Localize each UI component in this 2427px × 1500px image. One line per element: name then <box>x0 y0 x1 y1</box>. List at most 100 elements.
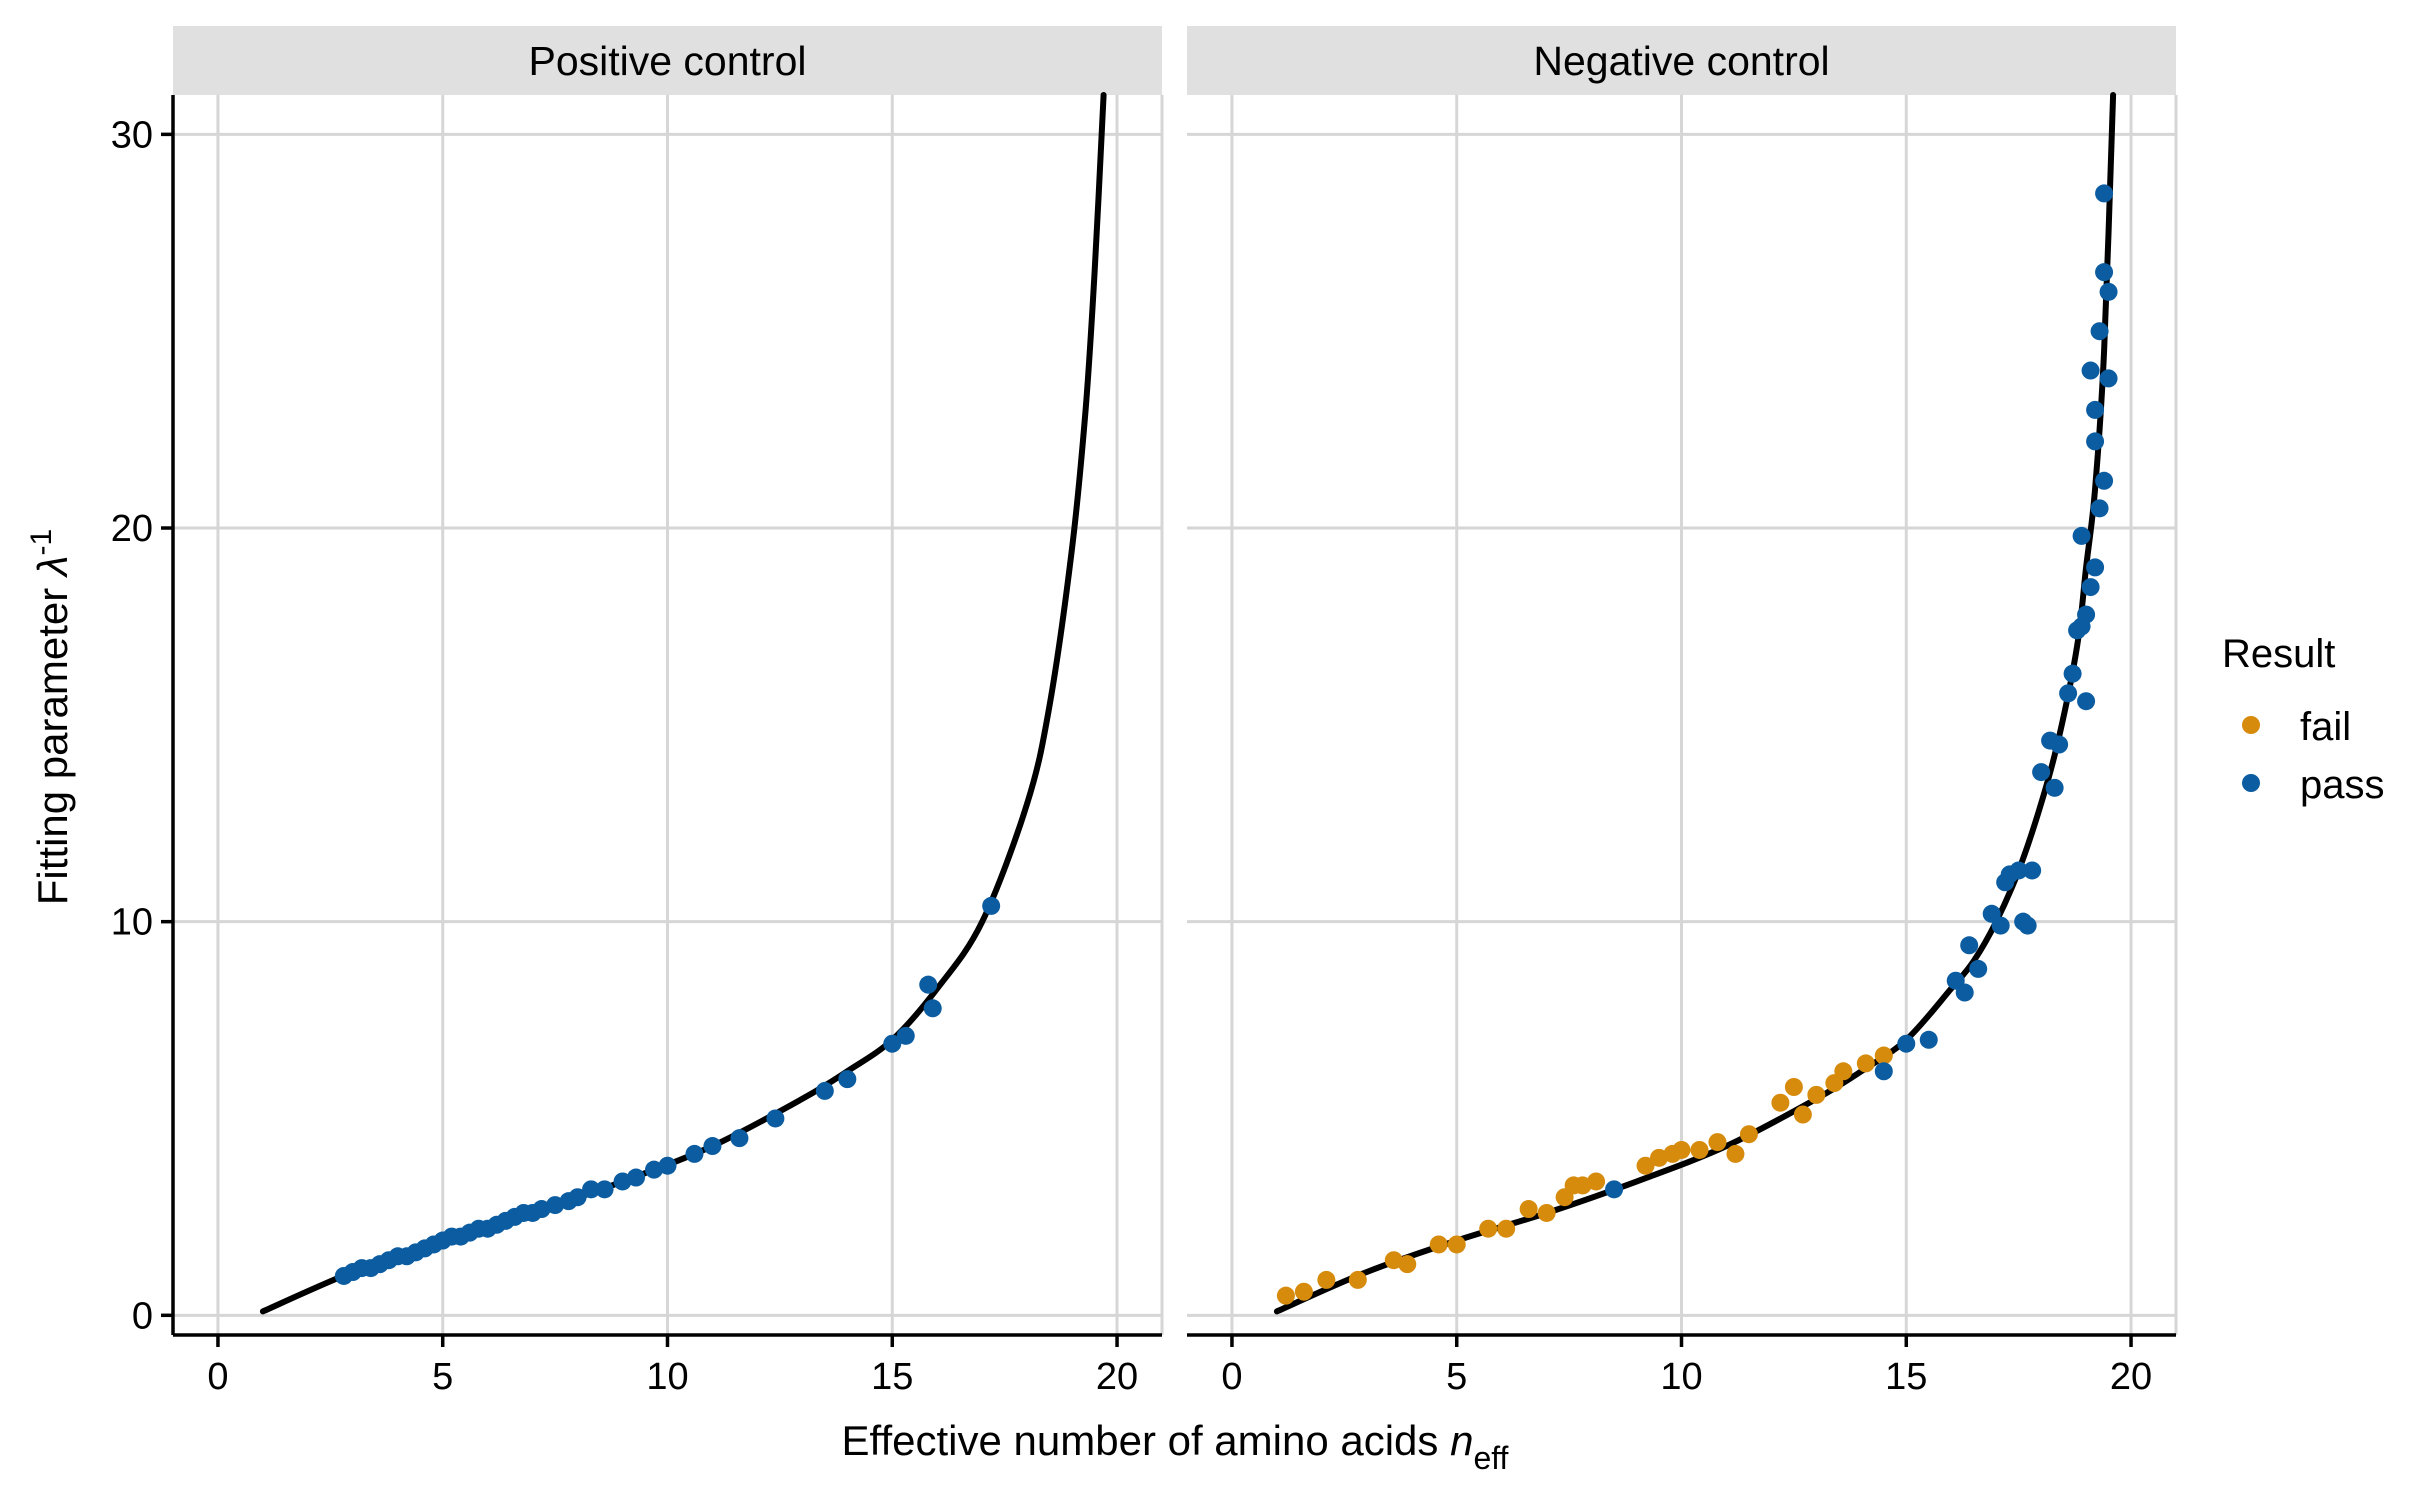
point-pass <box>2086 400 2105 419</box>
point-fail <box>1793 1105 1812 1124</box>
point-pass <box>883 1034 902 1053</box>
point-pass <box>703 1137 722 1156</box>
legend-title: Result <box>2222 632 2335 676</box>
point-fail <box>1650 1148 1669 1167</box>
legend-label-fail: fail <box>2300 705 2351 749</box>
point-fail <box>1672 1140 1691 1159</box>
point-pass <box>2045 778 2064 797</box>
axes: 0 5 10 15 20 <box>1187 1333 2176 1398</box>
point-pass <box>919 975 938 994</box>
point-fail <box>1874 1046 1893 1065</box>
x-tick-label: 20 <box>2110 1356 2152 1398</box>
x-tick-label: 10 <box>646 1356 688 1398</box>
y-tick-label: 0 <box>132 1295 153 1337</box>
point-fail <box>1771 1093 1790 1112</box>
point-fail <box>1537 1203 1556 1222</box>
point-fail <box>1587 1172 1606 1191</box>
point-fail <box>1726 1144 1745 1163</box>
point-pass <box>2090 499 2109 518</box>
point-pass <box>2086 432 2105 451</box>
legend-item-fail: fail <box>2242 705 2351 749</box>
point-pass <box>685 1144 704 1163</box>
point-fail <box>1708 1133 1727 1152</box>
point-fail <box>1807 1085 1826 1104</box>
x-tick-label: 5 <box>432 1356 453 1398</box>
x-tick-label: 15 <box>871 1356 913 1398</box>
point-fail <box>1384 1251 1403 1270</box>
gridlines <box>173 95 1164 1335</box>
point-fail <box>1294 1282 1313 1301</box>
point-pass <box>982 896 1001 915</box>
point-pass <box>2095 471 2114 490</box>
point-pass <box>2095 263 2114 282</box>
point-pass <box>2050 735 2069 754</box>
point-pass <box>2063 664 2082 683</box>
point-pass <box>1960 936 1979 955</box>
point-pass <box>2072 526 2091 545</box>
point-pass <box>595 1180 614 1199</box>
point-fail <box>1856 1054 1875 1073</box>
legend-label-pass: pass <box>2300 763 2385 807</box>
point-pass <box>2023 861 2042 880</box>
point-pass <box>2086 558 2105 577</box>
x-tick-label: 0 <box>1221 1356 1242 1398</box>
fit-curve-group <box>1273 92 2117 1315</box>
point-pass <box>2081 578 2100 597</box>
point-pass <box>838 1070 857 1089</box>
strip-label-negative-control: Negative control <box>1533 38 1829 84</box>
x-tick-label: 15 <box>1885 1356 1927 1398</box>
point-pass <box>2077 605 2096 624</box>
point-fail <box>1429 1235 1448 1254</box>
gridlines <box>1187 95 2178 1335</box>
point-pass <box>546 1196 565 1215</box>
fit-curve <box>1273 92 2117 1315</box>
y-axis-title: Fitting parameter λ-1 <box>25 529 76 906</box>
point-pass <box>2081 361 2100 380</box>
legend-key-pass <box>2242 774 2260 792</box>
point-pass <box>896 1026 915 1045</box>
x-axis-title-sub: eff <box>1473 1440 1508 1476</box>
point-fail <box>1739 1125 1758 1144</box>
legend: Result fail pass <box>2222 632 2385 807</box>
x-axis-title: Effective number of amino acids neff <box>842 1417 1509 1476</box>
x-tick-label: 5 <box>1446 1356 1467 1398</box>
point-pass <box>627 1168 646 1187</box>
point-pass <box>2090 322 2109 341</box>
point-fail <box>1519 1200 1538 1219</box>
point-pass <box>613 1172 632 1191</box>
point-pass <box>2009 861 2028 880</box>
y-tick-label: 30 <box>111 114 153 156</box>
strip-label-positive-control: Positive control <box>528 38 806 84</box>
point-pass <box>2018 916 2037 935</box>
point-fail <box>1834 1062 1853 1081</box>
points-group <box>334 896 1001 1285</box>
point-pass <box>532 1200 551 1219</box>
point-pass <box>645 1160 664 1179</box>
point-fail <box>1497 1219 1516 1238</box>
point-pass <box>658 1156 677 1175</box>
y-axis-title-sup: -1 <box>25 529 58 556</box>
point-pass <box>1874 1062 1893 1081</box>
panel-negative-control: Negative control 0 5 10 15 20 <box>1187 26 2178 1398</box>
point-pass <box>2095 184 2114 203</box>
point-pass <box>815 1081 834 1100</box>
point-pass <box>1955 983 1974 1002</box>
x-axis-title-var: n <box>1450 1417 1473 1464</box>
point-pass <box>2099 282 2118 301</box>
y-axis-title-main: Fitting parameter <box>29 576 76 905</box>
panel-positive-control: Positive control 0 5 10 15 20 0 10 20 30 <box>111 26 1164 1398</box>
point-pass <box>2059 684 2078 703</box>
point-fail <box>1479 1219 1498 1238</box>
point-fail <box>1573 1176 1592 1195</box>
x-tick-label: 0 <box>207 1356 228 1398</box>
legend-item-pass: pass <box>2242 763 2385 807</box>
point-pass <box>2032 763 2051 782</box>
point-pass <box>2099 369 2118 388</box>
point-fail <box>1317 1270 1336 1289</box>
fit-curve-group <box>259 92 1107 1315</box>
axes: 0 5 10 15 20 0 10 20 30 <box>111 95 1162 1398</box>
point-pass <box>1897 1034 1916 1053</box>
point-pass <box>2077 692 2096 711</box>
point-pass <box>766 1109 785 1128</box>
